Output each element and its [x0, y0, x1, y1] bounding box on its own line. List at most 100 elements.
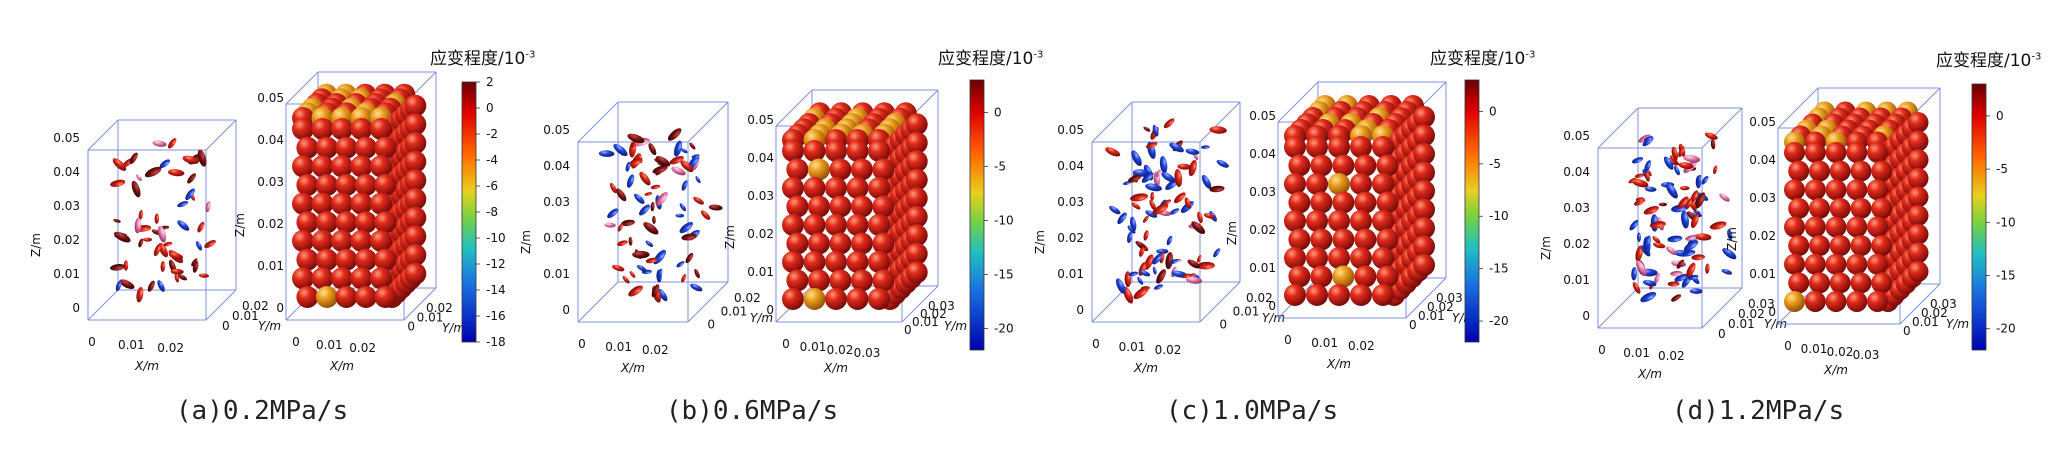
- particle: [1169, 208, 1180, 215]
- particle: [197, 221, 205, 233]
- colorbar-tick-label: -10: [994, 213, 1014, 227]
- sphere: [825, 251, 847, 273]
- sphere: [1804, 291, 1826, 312]
- sphere: [825, 140, 847, 162]
- sphere: [1804, 216, 1826, 238]
- colorbar-tick-label: 0: [994, 105, 1002, 119]
- z-tick-label: 0: [562, 303, 570, 317]
- particle: [652, 215, 656, 224]
- sphere: [1306, 247, 1328, 269]
- sphere: [374, 211, 397, 234]
- particle: [681, 274, 687, 283]
- z-tick-label: 0.05: [1749, 115, 1776, 129]
- particle: [1128, 271, 1139, 277]
- sphere: [331, 230, 353, 252]
- sphere: [872, 195, 895, 218]
- particle: [1705, 263, 1710, 274]
- y-tick-label: 0: [707, 318, 715, 332]
- sphere: [1871, 197, 1893, 219]
- particle: [1671, 146, 1679, 161]
- colorbar: [461, 81, 477, 343]
- sphere: [350, 118, 373, 140]
- particle: [1701, 175, 1709, 185]
- sphere: [1809, 197, 1830, 219]
- z-tick-label: 0.04: [1749, 153, 1776, 167]
- particle: [675, 213, 685, 218]
- particle: [1173, 192, 1186, 204]
- sphere: [1804, 142, 1826, 163]
- sphere: [1867, 291, 1888, 312]
- sphere: [331, 267, 353, 290]
- bounding-box-line: [205, 119, 237, 151]
- sphere: [1871, 272, 1893, 294]
- particle: [688, 155, 700, 169]
- sphere: [1413, 235, 1435, 258]
- sphere: [872, 232, 895, 255]
- colorbar-tick-label: -20: [994, 321, 1014, 335]
- particle: [182, 155, 199, 164]
- bounding-box-line: [1199, 281, 1241, 323]
- particle: [1155, 169, 1162, 178]
- sphere: [1306, 210, 1328, 232]
- particle: [627, 133, 645, 144]
- particle: [113, 218, 121, 223]
- particle: [154, 213, 160, 224]
- sphere: [370, 267, 392, 290]
- y-tick-label: 0: [1409, 318, 1417, 332]
- sphere: [1846, 179, 1868, 201]
- particle: [693, 196, 704, 205]
- sphere: [846, 288, 869, 310]
- colorbar-tick-label: -10: [1489, 209, 1509, 223]
- sphere: [829, 232, 852, 255]
- panel-caption: (b)0.6MPa/s: [665, 396, 839, 426]
- particle: [1682, 250, 1696, 257]
- particle: [657, 288, 668, 302]
- particle: [198, 273, 209, 278]
- z-tick-label: 0: [1268, 299, 1276, 313]
- particle: [1161, 172, 1176, 183]
- particle: [157, 225, 167, 243]
- x-tick-label: 0: [1284, 333, 1292, 347]
- particle: [1642, 279, 1657, 287]
- particle: [690, 283, 703, 292]
- particle: [700, 210, 711, 220]
- particle: [131, 180, 141, 198]
- sphere: [350, 230, 373, 252]
- sphere: [1413, 161, 1435, 184]
- sphere: [1784, 291, 1805, 312]
- sphere: [1825, 253, 1847, 275]
- particle: [695, 176, 701, 184]
- x-tick-label: 0.02: [1827, 345, 1854, 359]
- particle: [1213, 248, 1221, 258]
- particle: [1631, 157, 1644, 164]
- sphere: [404, 262, 427, 285]
- particle: [204, 239, 216, 249]
- particle: [129, 152, 138, 164]
- sphere: [1907, 112, 1929, 133]
- particle: [1177, 163, 1192, 170]
- particle: [1677, 196, 1689, 209]
- x-tick-label: 0.01: [1119, 340, 1146, 354]
- colorbar-title-text: 应变程度/10: [1936, 51, 2032, 71]
- sphere: [1372, 210, 1394, 232]
- x-tick-label: 0.01: [800, 340, 827, 354]
- particle: [1133, 286, 1149, 300]
- sphere: [1306, 173, 1328, 195]
- sphere: [829, 269, 852, 292]
- particle: [1635, 260, 1647, 277]
- particle: [632, 250, 650, 259]
- particle: [123, 260, 129, 271]
- z-tick-label: 0.01: [257, 259, 284, 273]
- particle: [681, 233, 697, 241]
- sphere: [292, 267, 314, 290]
- particle: [1142, 215, 1149, 223]
- particle: [1631, 267, 1637, 281]
- sphere: [1788, 235, 1810, 257]
- x-tick-label: 0: [1092, 337, 1100, 351]
- sphere: [370, 155, 392, 178]
- sphere: [311, 118, 334, 140]
- particle: [1644, 186, 1657, 192]
- z-tick-label: 0.03: [1057, 195, 1084, 209]
- z-tick-label: 0: [276, 301, 284, 315]
